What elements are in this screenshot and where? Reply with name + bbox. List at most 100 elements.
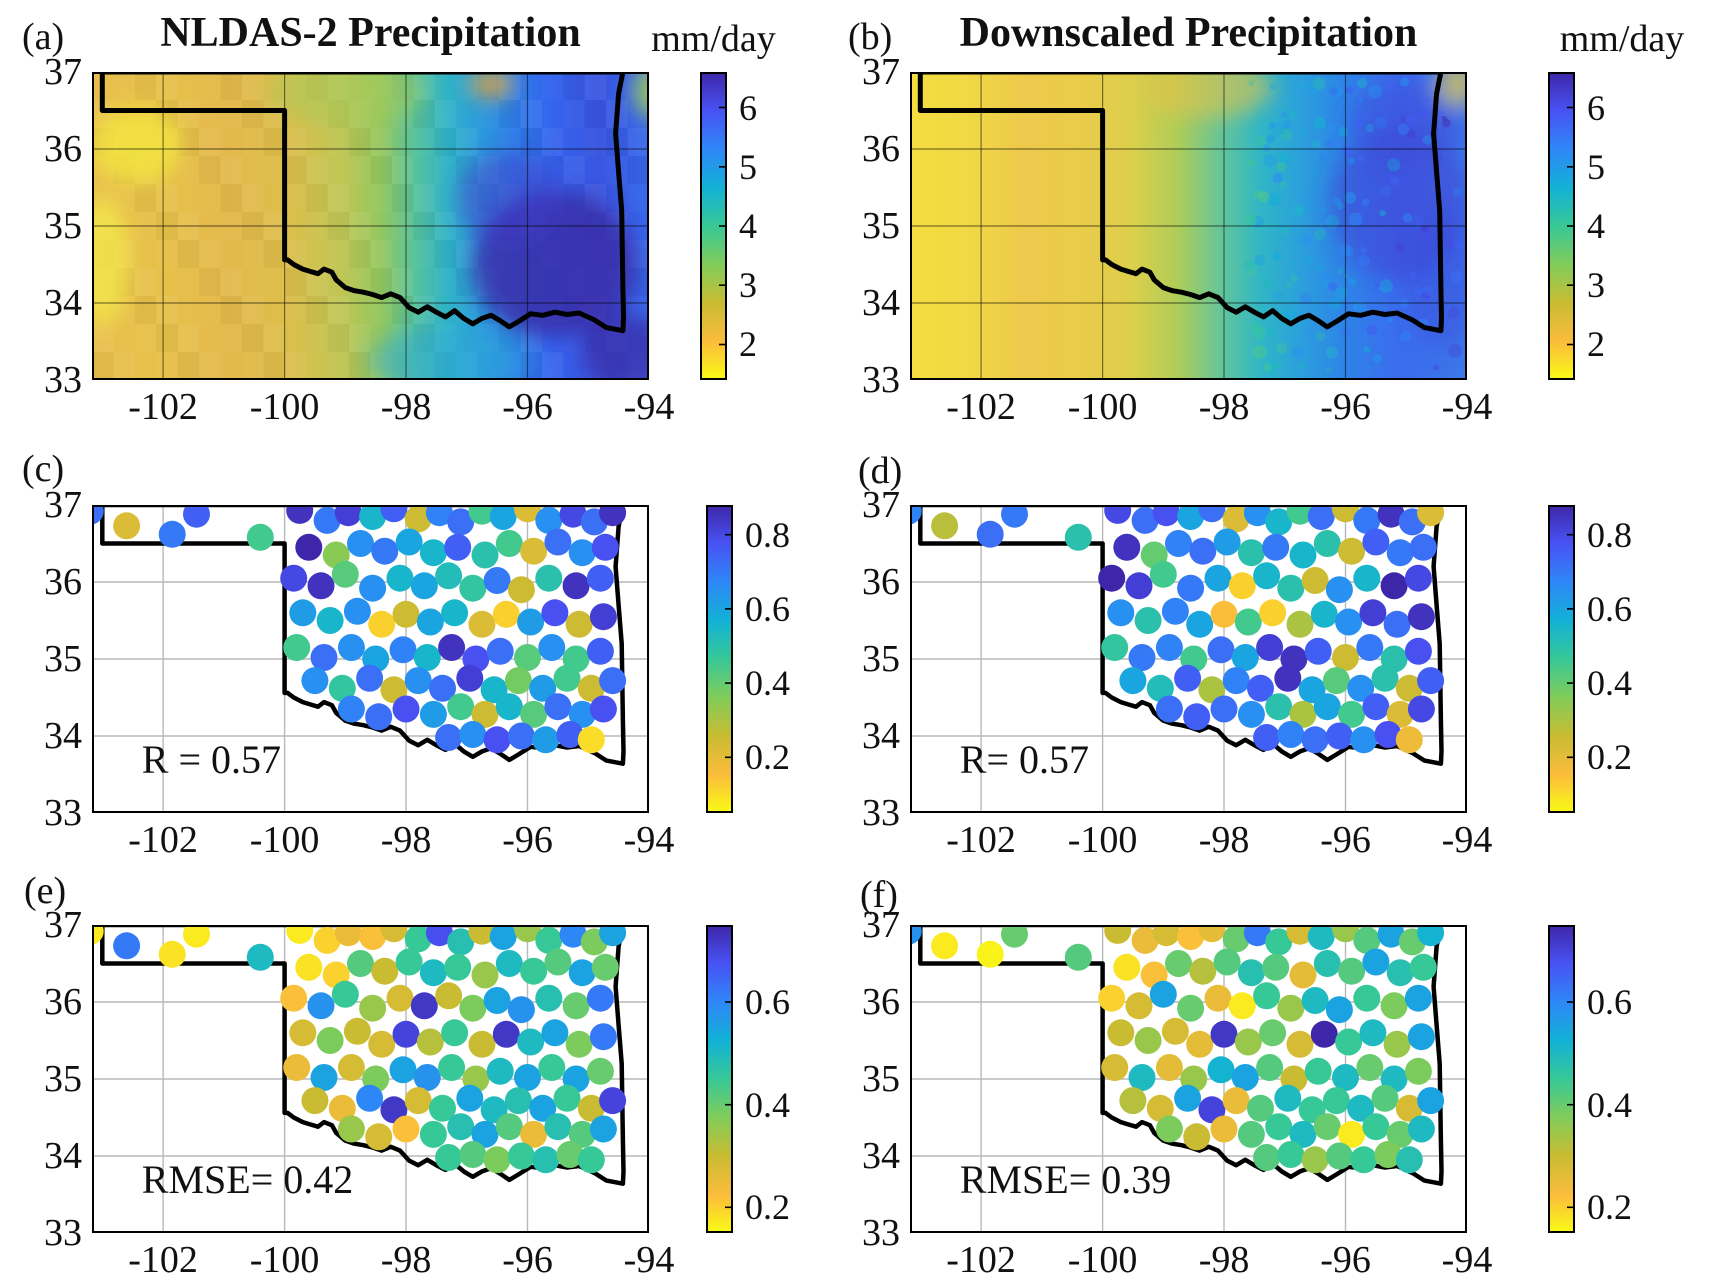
station-dot (1152, 505, 1180, 527)
station-dot (1155, 1054, 1183, 1081)
station-dot (1417, 1087, 1445, 1115)
station-dot (580, 508, 608, 536)
station-dot (289, 1019, 317, 1047)
station-dot (1001, 505, 1028, 528)
station-dot (1298, 1096, 1326, 1124)
station-dot (589, 695, 617, 723)
station-dot (1325, 576, 1353, 604)
station-dot (1289, 961, 1317, 989)
station-dot (1134, 1027, 1162, 1054)
station-dot (1386, 959, 1414, 987)
station-dot (1237, 700, 1265, 728)
station-dot (459, 1141, 487, 1168)
x-tick-label: -100 (249, 1239, 320, 1281)
station-dot (532, 1146, 560, 1174)
station-dot (514, 644, 541, 671)
station-dot (1301, 726, 1329, 754)
station-dot (1253, 982, 1281, 1010)
station-dot (1064, 523, 1092, 551)
station-dot (586, 637, 614, 665)
panel-title: NLDAS-2 Precipitation (160, 10, 581, 56)
station-dot (316, 1027, 344, 1054)
station-dot (471, 961, 499, 989)
station-dot (447, 508, 475, 536)
station-dot (1359, 599, 1387, 627)
station-dot (1237, 1120, 1265, 1148)
station-dot (471, 541, 499, 569)
station-dot (1149, 980, 1177, 1008)
station-dot (331, 560, 359, 588)
station-dot (910, 505, 922, 525)
y-tick-label: 33 (44, 359, 82, 401)
station-dot (1231, 1064, 1259, 1091)
station-dot (489, 505, 517, 530)
station-dot (404, 1087, 432, 1115)
station-dot (1253, 562, 1281, 590)
colorbar-tick-label: 0.2 (745, 1187, 790, 1228)
station-dot (1307, 505, 1335, 530)
station-dot (419, 959, 447, 987)
station-dot (1377, 925, 1405, 948)
station-dot (599, 1087, 627, 1115)
station-dot (316, 607, 344, 634)
station-dot (113, 932, 141, 960)
x-tick-label: -102 (946, 819, 1016, 861)
station-dot (1210, 695, 1238, 723)
station-scatter-map (92, 505, 649, 813)
station-dot (568, 1120, 596, 1148)
station-dot (1325, 1142, 1353, 1170)
station-dot (1380, 645, 1408, 673)
station-dot (976, 940, 1004, 968)
station-dot (562, 1065, 590, 1093)
station-dot (1350, 726, 1378, 754)
station-dot (307, 572, 335, 600)
x-tick-label: -98 (380, 1239, 432, 1281)
colorbar (1548, 925, 1575, 1233)
station-dot (1234, 608, 1262, 636)
station-dot (1247, 674, 1274, 702)
station-dot (416, 1028, 444, 1056)
station-dot (389, 1056, 417, 1084)
station-dot (392, 695, 420, 723)
station-dot (1335, 608, 1363, 636)
station-dot (1213, 948, 1241, 976)
y-tick-label: 35 (44, 638, 82, 680)
x-tick-label: -98 (1198, 386, 1250, 428)
station-dot (404, 505, 432, 533)
station-dot (568, 959, 596, 987)
station-dot (313, 926, 341, 954)
colorbar-tick-label: 0.6 (1587, 588, 1632, 629)
station-dot (413, 644, 441, 671)
station-dot (368, 1030, 396, 1058)
station-dot (483, 726, 511, 754)
station-dot (1104, 505, 1132, 524)
station-dot (386, 564, 414, 592)
colorbar-tick-label: 4 (739, 206, 757, 246)
station-dot (1256, 1054, 1284, 1081)
station-dot (389, 636, 417, 664)
station-dot (468, 505, 496, 525)
station-dot (535, 926, 563, 954)
x-tick-label: -100 (249, 386, 320, 428)
station-dot (295, 533, 323, 561)
station-dot (1338, 957, 1366, 985)
station-dot (520, 537, 548, 565)
station-dot (1146, 1094, 1174, 1122)
station-dot (459, 574, 487, 602)
station-dot (1228, 572, 1256, 600)
station-dot (1371, 664, 1399, 692)
station-dot (577, 1094, 605, 1122)
station-dot (1177, 994, 1205, 1022)
station-dot (577, 1146, 605, 1174)
y-tick-label: 33 (862, 792, 900, 834)
station-dot (1383, 1030, 1411, 1058)
colorbar-tick-label: 0.4 (1587, 663, 1632, 704)
station-dot (1177, 505, 1205, 530)
y-tick-label: 34 (862, 1135, 900, 1177)
x-tick-label: -102 (128, 1239, 198, 1281)
station-dot (1146, 674, 1174, 702)
station-dot (1180, 1065, 1208, 1093)
